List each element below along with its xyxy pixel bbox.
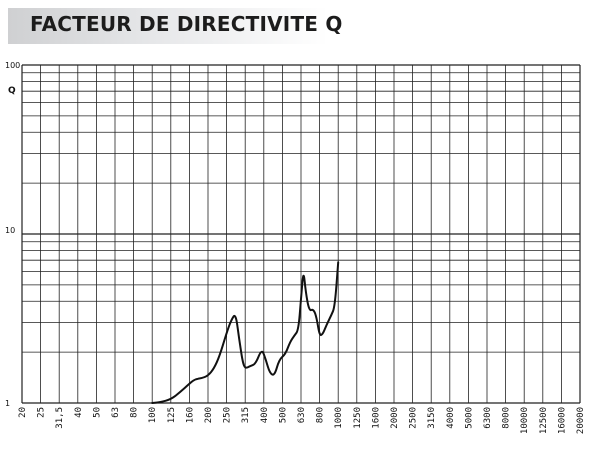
x-tick-label: 500 <box>278 407 288 423</box>
title-banner <box>8 8 328 44</box>
x-tick-label: 2500 <box>409 407 419 429</box>
x-tick-label: 800 <box>316 407 326 423</box>
y-tick-label: 100 <box>5 61 20 70</box>
x-tick-label: 3150 <box>427 407 437 429</box>
x-tick-label: 25 <box>37 407 47 418</box>
x-tick-label: 4000 <box>446 407 456 429</box>
x-tick-label: 100 <box>148 407 158 423</box>
x-tick-label: 12500 <box>539 407 549 434</box>
x-tick-label: 50 <box>92 407 102 418</box>
x-tick-label: 400 <box>260 407 270 423</box>
y-tick-label: 10 <box>5 226 15 235</box>
series-line <box>151 261 340 404</box>
x-tick-label: 6300 <box>483 407 493 429</box>
x-tick-label: 10000 <box>520 407 530 434</box>
x-tick-label: 20000 <box>576 407 586 434</box>
x-tick-label: 1250 <box>353 407 363 429</box>
x-tick-label: 630 <box>297 407 307 423</box>
x-axis-labels: 20 25 31,5 40 50 63 80 100 125 160 200 250 315 400 500… <box>18 407 586 434</box>
x-tick-label: 8000 <box>502 407 512 429</box>
x-tick-label: 315 <box>241 407 251 423</box>
chart-title: FACTEUR DE DIRECTIVITE Q <box>30 12 343 36</box>
plot-area <box>151 261 340 404</box>
x-tick-label: 16000 <box>557 407 567 434</box>
chart-grid <box>21 64 581 404</box>
y-tick-label: 1 <box>5 399 10 408</box>
x-tick-label: 5000 <box>464 407 474 429</box>
x-tick-label: 2000 <box>390 407 400 429</box>
x-tick-label: 250 <box>223 407 233 423</box>
x-tick-label: 80 <box>130 407 140 418</box>
x-tick-label: 63 <box>111 407 121 418</box>
x-tick-label: 160 <box>185 407 195 423</box>
x-tick-label: 200 <box>204 407 214 423</box>
x-tick-label: 31,5 <box>55 407 65 429</box>
x-tick-label: 125 <box>167 407 177 423</box>
y-axis-title: Q <box>8 86 16 96</box>
x-tick-label: 20 <box>18 407 28 418</box>
y-axis-labels: 1 10 100 Q <box>5 61 20 408</box>
x-tick-label: 1600 <box>371 407 381 429</box>
x-tick-label: 1000 <box>334 407 344 429</box>
x-tick-label: 40 <box>74 407 84 418</box>
